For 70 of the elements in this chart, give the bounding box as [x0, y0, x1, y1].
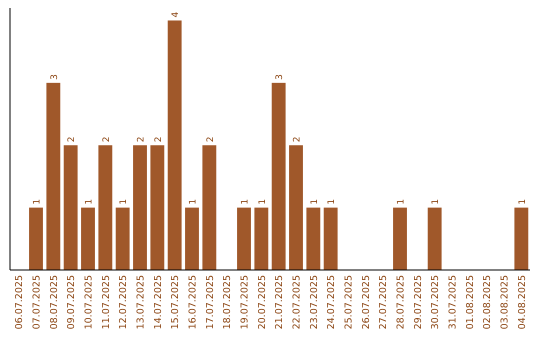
x-tick-label: 03.08.2025	[500, 275, 510, 330]
data-label: 1	[258, 198, 268, 205]
data-label: 2	[292, 136, 302, 142]
x-tick-label: 20.07.2025	[256, 275, 268, 330]
bar	[393, 208, 407, 270]
bar	[202, 145, 216, 270]
x-tick-label: 11.07.2025	[100, 275, 112, 330]
data-label: 2	[206, 136, 216, 142]
x-tick-label: 17.07.2025	[204, 275, 216, 330]
data-label: 1	[32, 198, 42, 205]
x-tick-label: 12.07.2025	[118, 275, 130, 330]
bar	[254, 208, 268, 270]
data-label: 2	[102, 136, 112, 142]
x-tick-label: 09.07.2025	[66, 275, 78, 330]
x-tick-label: 31.07.2025	[448, 275, 458, 330]
x-tick-label: 30.07.2025	[430, 275, 442, 330]
x-tick-label: 16.07.2025	[188, 275, 198, 330]
bar	[98, 145, 112, 270]
x-tick-label: 06.07.2025	[14, 275, 26, 330]
data-label: 1	[240, 198, 250, 205]
bar	[185, 208, 199, 270]
bar	[306, 208, 320, 270]
bar	[324, 208, 338, 270]
x-tick-label: 04.08.2025	[516, 275, 528, 330]
x-tick-label: 02.08.2025	[482, 275, 494, 330]
x-tick-label: 19.07.2025	[240, 275, 250, 330]
bar	[514, 208, 528, 270]
data-label: 1	[431, 198, 442, 205]
x-tick-label: 27.07.2025	[378, 275, 390, 330]
x-tick-label: 13.07.2025	[136, 275, 146, 330]
x-tick-label: 22.07.2025	[292, 275, 302, 330]
x-tick-label: 24.07.2025	[326, 275, 338, 330]
data-label: 1	[327, 198, 338, 205]
x-tick-label: 28.07.2025	[396, 275, 406, 330]
data-label: 1	[188, 198, 198, 205]
x-tick-label: 29.07.2025	[412, 275, 424, 330]
data-label: 3	[275, 74, 286, 80]
bar	[29, 208, 43, 270]
x-tick-label: 15.07.2025	[170, 275, 182, 330]
x-tick-label: 14.07.2025	[152, 275, 164, 330]
x-tick-label: 01.08.2025	[464, 275, 476, 330]
bar	[150, 145, 164, 270]
x-tick-label: 23.07.2025	[308, 275, 320, 330]
bar	[168, 20, 182, 270]
bar	[64, 145, 78, 270]
x-tick-label: 26.07.2025	[360, 275, 372, 330]
x-tick-label: 08.07.2025	[48, 275, 60, 330]
data-label: 1	[396, 198, 406, 205]
x-tick-label: 18.07.2025	[222, 275, 234, 330]
data-label: 3	[50, 74, 60, 80]
data-label: 2	[67, 136, 78, 142]
x-tick-label: 07.07.2025	[32, 275, 42, 330]
bar	[133, 145, 147, 270]
data-label: 4	[171, 11, 182, 18]
data-label: 2	[136, 136, 146, 142]
data-label: 1	[518, 198, 528, 205]
bar	[81, 208, 95, 270]
x-tick-label: 25.07.2025	[344, 275, 354, 330]
bar	[237, 208, 251, 270]
bar	[428, 208, 442, 270]
data-label: 2	[154, 136, 164, 142]
data-label: 1	[310, 198, 320, 205]
data-label: 1	[119, 198, 130, 205]
bar	[289, 145, 303, 270]
x-tick-label: 21.07.2025	[274, 275, 286, 330]
data-label: 1	[84, 198, 94, 205]
x-tick-label: 10.07.2025	[84, 275, 94, 330]
bar	[46, 82, 60, 270]
bar	[116, 208, 130, 270]
bar	[272, 82, 286, 270]
